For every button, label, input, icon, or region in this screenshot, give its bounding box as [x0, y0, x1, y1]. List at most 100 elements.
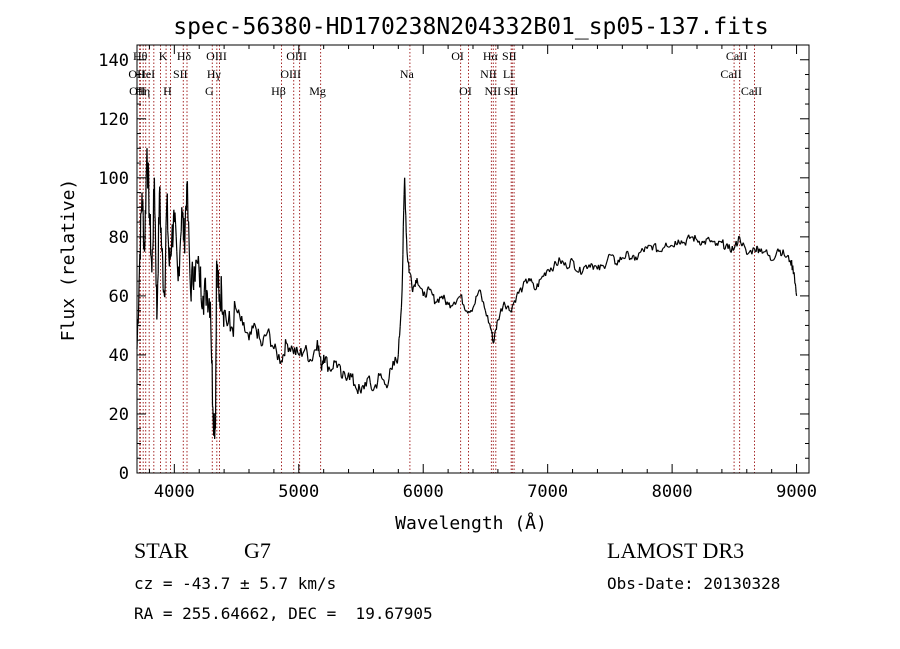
spectrum-segment: [274, 343, 277, 351]
spectrum-segment: [780, 254, 783, 257]
line-marker-label: CaII: [720, 67, 741, 81]
spectrum-segment: [157, 273, 159, 284]
spectrum-segment: [387, 378, 390, 385]
spectrum-segment: [674, 240, 677, 245]
subclass: G7: [244, 538, 271, 563]
line-marker-label: OIII: [206, 49, 227, 63]
spectrum-segment: [712, 240, 714, 243]
spectrum-segment: [677, 239, 680, 244]
object-type: STAR: [134, 538, 189, 563]
spectrum-segment: [224, 309, 227, 321]
spectrum-segment: [501, 305, 504, 312]
spectrum-segment: [636, 257, 639, 261]
spectrum-segment: [451, 303, 454, 307]
spectrum-segment: [594, 265, 597, 268]
spectrum-segment: [503, 301, 506, 306]
spectrum-segment: [355, 387, 358, 391]
y-tick-label: 120: [98, 110, 129, 130]
spectrum-segment: [303, 348, 306, 352]
spectrum-segment: [261, 337, 265, 346]
spectrum-segment: [325, 355, 328, 358]
spectrum-segment: [376, 382, 379, 389]
spectrum-segment: [443, 294, 446, 300]
spectrum-segment: [400, 307, 402, 316]
spectrum-segment: [257, 328, 260, 339]
chart-title: spec-56380-HD170238N204332B01_sp05-137.f…: [173, 14, 768, 40]
spectrum-segment: [507, 305, 510, 311]
spectrum-segment: [639, 251, 642, 254]
spectrum-segment: [666, 245, 669, 248]
spectrum-segment: [737, 236, 740, 244]
spectrum-segment: [342, 370, 345, 373]
line-marker-label: Hα: [483, 49, 499, 63]
spectrum-segment: [312, 350, 315, 356]
spectrum-segment: [341, 370, 344, 379]
line-markers: [139, 45, 755, 473]
spectrum-segment: [773, 257, 776, 261]
spectrum-segment: [425, 288, 428, 298]
spectrum-segment: [665, 242, 668, 247]
spectrum-segment: [774, 255, 777, 259]
spectrum-segment: [174, 212, 177, 225]
spectrum-segment: [545, 271, 548, 277]
spectrum-segment: [456, 297, 459, 300]
spectrum-segment: [200, 297, 203, 308]
spectrum-segment: [419, 287, 422, 289]
spectrum-segment: [526, 281, 529, 284]
line-marker-label: Hη: [135, 84, 150, 98]
spectrum-segment: [657, 249, 660, 252]
spectrum-segment: [278, 354, 281, 364]
x-tick-label: 7000: [527, 482, 568, 502]
spectrum-segment: [302, 350, 305, 354]
spectrum-segment: [707, 236, 710, 241]
spectrum-segment: [338, 363, 341, 367]
spectrum-segment: [324, 356, 327, 363]
spectrum-segment: [309, 358, 312, 362]
spectrum-segment: [423, 291, 426, 298]
spectrum-segment: [368, 375, 371, 383]
spectrum-segment: [246, 331, 249, 334]
spectrum-segment: [704, 238, 707, 245]
y-tick-label: 140: [98, 51, 129, 71]
spectrum-segment: [461, 294, 464, 305]
spectrum-segment: [613, 256, 616, 265]
spectrum-segment: [399, 326, 401, 336]
spectrum-segment: [765, 249, 769, 255]
spectrum-segment: [605, 261, 608, 266]
line-marker-label: K: [159, 49, 168, 63]
spectrum-segment: [717, 240, 720, 246]
spectrum-segment: [433, 294, 436, 305]
spectrum-segment: [554, 260, 557, 264]
spectrum-segment: [474, 295, 477, 304]
line-marker-label: Li: [503, 67, 514, 81]
spectrum-segment: [226, 322, 229, 327]
spectrum-segment: [269, 333, 272, 347]
spectrum-segment: [753, 248, 756, 252]
spectrum-segment: [607, 254, 610, 259]
spectrum-segment: [722, 239, 725, 250]
spectrum-segment: [637, 252, 640, 258]
spectrum-segment: [739, 236, 742, 244]
spectrum-segment: [339, 365, 342, 378]
spectrum-segment: [416, 278, 419, 285]
spectrum-segment: [484, 310, 488, 317]
spectrum-segment: [365, 378, 368, 387]
spectrum-segment: [188, 221, 190, 252]
spectrum-segment: [230, 326, 233, 329]
spectrum-segment: [752, 247, 755, 250]
spectrum-segment: [552, 266, 555, 272]
spectrum-segment: [604, 265, 607, 269]
spectrum-segment: [412, 285, 415, 288]
survey-name: LAMOST DR3: [607, 538, 745, 563]
spectrum-segment: [783, 254, 786, 258]
spectrum-segment: [380, 373, 383, 379]
spectrum-segment: [199, 266, 202, 298]
spectrum-segment: [268, 328, 271, 335]
spectrum-segment: [203, 279, 206, 293]
spectrum-segment: [641, 247, 644, 251]
spectrum-segment: [631, 255, 634, 260]
spectrum-segment: [590, 262, 593, 265]
spectrum-segment: [396, 354, 399, 364]
spectrum-segment: [176, 251, 178, 266]
spectrum-segment: [454, 301, 457, 305]
